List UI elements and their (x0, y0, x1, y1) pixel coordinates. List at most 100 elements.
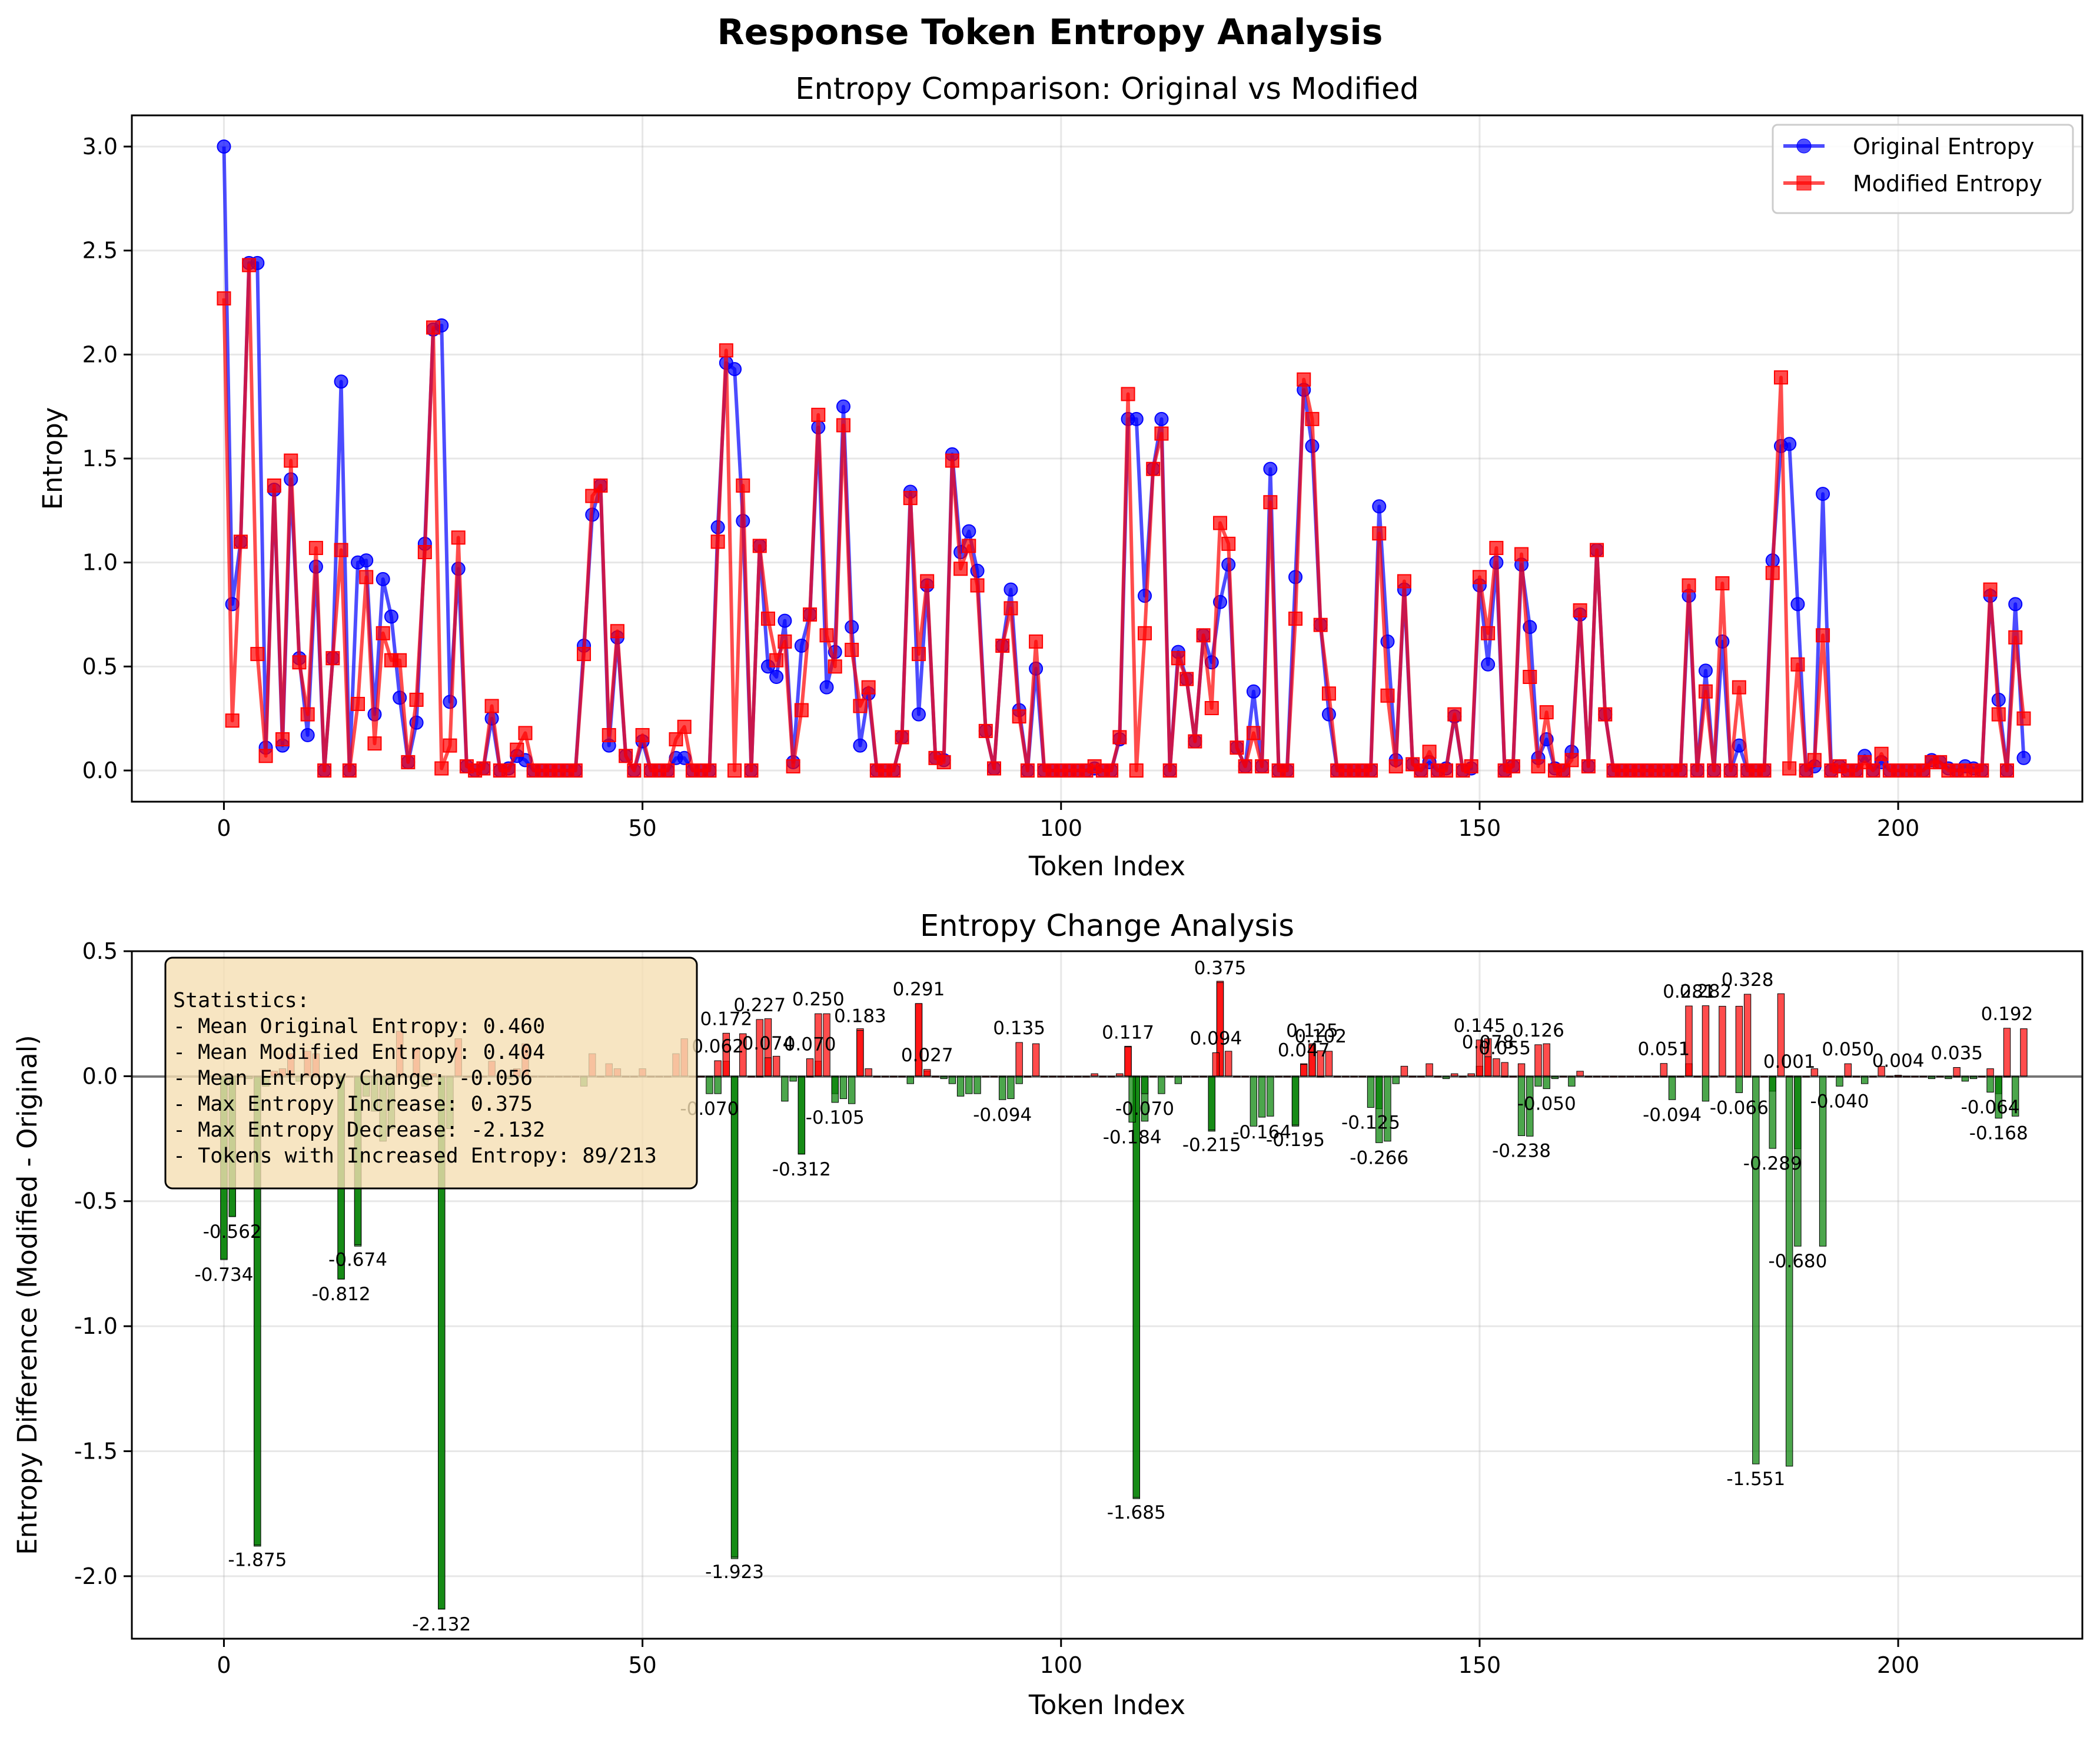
modified-entropy-point (1112, 730, 1127, 745)
bar-value-label: -0.105 (806, 1107, 865, 1128)
x-tick-label: 100 (1040, 815, 1083, 841)
modified-entropy-point (593, 478, 608, 493)
modified-entropy-point (886, 763, 901, 778)
modified-entropy-point (1171, 651, 1185, 666)
modified-entropy-point (1874, 746, 1889, 761)
modified-entropy-point (744, 763, 759, 778)
entropy-change-bar (1534, 1044, 1542, 1077)
modified-entropy-point (1773, 370, 1788, 385)
modified-entropy-point (1590, 543, 1604, 557)
y-tick-label: -1.0 (74, 1313, 118, 1339)
modified-entropy-point (1380, 688, 1395, 703)
entropy-comparison-xlabel: Token Index (1028, 851, 1185, 882)
entropy-change-bar (714, 1060, 722, 1077)
bar-value-label: 0.192 (1981, 1004, 2033, 1025)
bar-value-label: -0.050 (1517, 1094, 1576, 1115)
entropy-change-bar (1743, 994, 1752, 1077)
original-entropy-point (1372, 499, 1387, 514)
modified-entropy-point (1138, 626, 1152, 640)
legend-original-marker (1796, 138, 1812, 154)
modified-entropy-point (2008, 630, 2023, 645)
entropy-change-bar (730, 1075, 739, 1557)
modified-entropy-point (1765, 566, 1780, 580)
entropy-change-bar (1250, 1075, 1258, 1127)
modified-entropy-point (828, 659, 842, 674)
statistics-line-increased-count: - Tokens with Increased Entropy: 89/213 (173, 1144, 657, 1168)
modified-entropy-point (1364, 763, 1378, 778)
legend-box (1772, 124, 2074, 214)
bar-value-label: -0.674 (328, 1250, 387, 1271)
bar-value-label: 0.117 (1102, 1022, 1154, 1044)
entropy-change-bar (848, 1075, 856, 1104)
modified-entropy-point (284, 453, 298, 468)
modified-entropy-point (1506, 759, 1520, 773)
modified-entropy-point (267, 478, 281, 493)
entropy-change-bar (1719, 1005, 1726, 1077)
modified-entropy-point (1514, 547, 1529, 562)
modified-entropy-point (1422, 745, 1437, 759)
modified-entropy-point (1020, 763, 1035, 778)
modified-entropy-point (953, 562, 968, 576)
modified-entropy-point (1372, 526, 1387, 541)
modified-entropy-point (1975, 763, 1989, 778)
modified-entropy-point (1204, 701, 1219, 715)
modified-entropy-point (300, 707, 315, 722)
modified-entropy-point (736, 478, 750, 493)
x-tick-label: 150 (1458, 1652, 1501, 1678)
modified-entropy-point (233, 534, 248, 549)
modified-entropy-point (1816, 628, 1830, 643)
modified-entropy-point (501, 763, 516, 778)
y-tick-label: 2.5 (82, 238, 118, 264)
modified-entropy-point (1723, 763, 1738, 778)
modified-entropy-point (1221, 536, 1236, 551)
original-entropy-point (911, 707, 926, 722)
modified-entropy-point (845, 643, 859, 657)
original-entropy-point (769, 670, 784, 684)
original-entropy-point (1790, 597, 1805, 612)
entropy-change-bar (1668, 1075, 1676, 1100)
bar-value-label: 0.070 (784, 1034, 836, 1055)
entropy-change-bar (1735, 1075, 1743, 1093)
modified-entropy-point (819, 628, 834, 643)
modified-entropy-point (1154, 426, 1169, 441)
entropy-change-bar (1267, 1075, 1274, 1117)
modified-entropy-point (510, 742, 524, 757)
modified-entropy-point (920, 574, 935, 589)
entropy-change-bar (1484, 1056, 1492, 1077)
entropy-change-bar (764, 1057, 772, 1077)
statistics-line-max-decrease: - Max Entropy Decrease: -2.132 (173, 1118, 545, 1142)
modified-entropy-point (1213, 516, 1228, 530)
y-tick-label: 1.5 (82, 446, 118, 471)
modified-entropy-point (702, 763, 717, 778)
y-tick-label: -0.5 (74, 1188, 118, 1214)
modified-entropy-point (484, 699, 499, 713)
bar-value-label: 0.282 (1680, 981, 1732, 1002)
entropy-comparison-series (217, 140, 2031, 778)
modified-entropy-point (945, 453, 959, 468)
bar-value-label: -0.094 (1643, 1104, 1702, 1125)
modified-entropy-point (1489, 540, 1504, 555)
x-tick-label: 200 (1877, 815, 1920, 841)
modified-entropy-point (1280, 763, 1294, 778)
modified-entropy-point (1321, 686, 1336, 701)
entropy-comparison-axes: Entropy Comparison: Original vs Modified… (37, 72, 2084, 882)
y-tick-label: 0.5 (82, 938, 118, 964)
bar-value-label: -0.094 (973, 1104, 1032, 1125)
bar-value-label: 0.062 (692, 1036, 744, 1057)
modified-entropy-point (1288, 612, 1303, 626)
modified-entropy-point (577, 647, 592, 662)
modified-entropy-point (677, 719, 692, 734)
modified-entropy-point (242, 258, 257, 273)
original-entropy-point (1004, 582, 1018, 597)
bar-value-label: 0.047 (1278, 1039, 1330, 1061)
modified-entropy-point (936, 755, 951, 769)
entropy-comparison-ylabel: Entropy (37, 407, 68, 510)
modified-entropy-point (1029, 634, 1044, 649)
original-entropy-point (836, 399, 850, 414)
entropy-change-bar (1844, 1063, 1852, 1077)
original-entropy-point (1263, 461, 1278, 476)
modified-entropy-point (250, 647, 265, 662)
modified-entropy-point (1673, 763, 1688, 778)
modified-entropy-point (1162, 763, 1177, 778)
